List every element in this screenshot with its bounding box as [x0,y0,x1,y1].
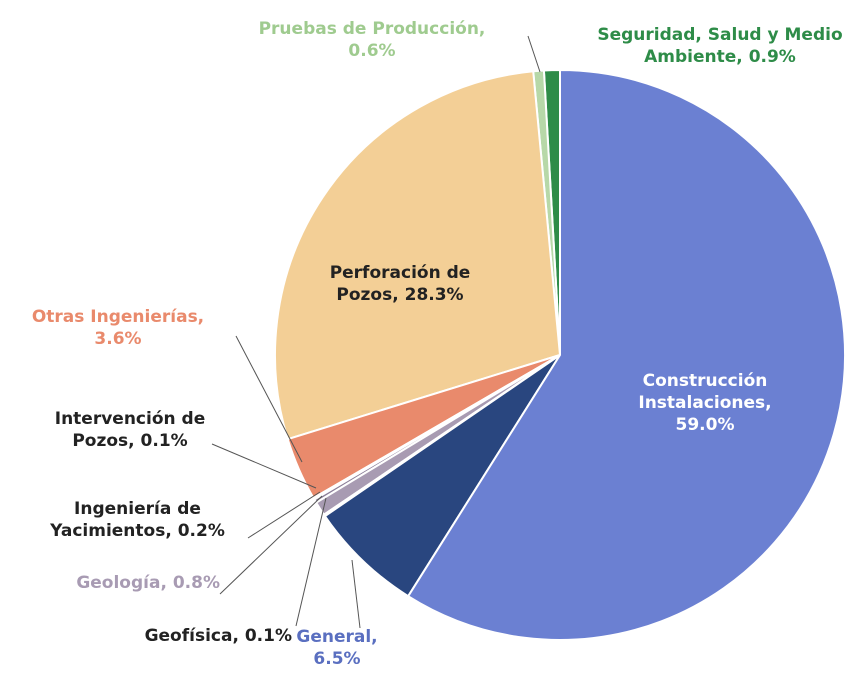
slice-label: Perforación de Pozos, 28.3% [300,262,500,306]
value-label: 28.3% [404,285,464,305]
leader-line [211,443,317,489]
value-label: 6.5% [313,649,361,669]
value-label: 59.0% [675,415,735,435]
leader-line [295,497,327,627]
value-label: 0.1% [244,626,292,646]
slice-label: Otras Ingenierías, 3.6% [0,306,236,350]
category-label: Otras Ingenierías, [31,307,205,327]
value-label: 0.6% [348,41,396,61]
value-label: 0.8% [172,573,220,593]
leader-line [527,35,541,73]
leader-line [219,495,323,595]
category-label: Geología, [76,573,167,593]
category-label: Seguridad, Salud y Medio Ambiente, [597,25,843,67]
slice-label: Intervención de Pozos, 0.1% [40,408,220,452]
category-label: General, [296,627,378,647]
slice-label: Ingeniería de Yacimientos, 0.2% [20,498,255,542]
pie-slice [406,68,846,641]
leader-line [235,335,303,463]
value-label: 0.2% [177,521,225,541]
pie-slice [323,354,561,598]
slice-label: Geofísica, 0.1% [92,625,292,647]
leader-line [351,559,361,629]
pie-slice [274,70,562,441]
category-label: Pruebas de Producción, [258,19,486,39]
slice-label: Pruebas de Producción, 0.6% [212,18,532,62]
category-label: Perforación de Pozos, [329,263,471,305]
value-label: 0.1% [140,431,188,451]
slice-label: General, 6.5% [282,626,392,670]
category-label: Intervención de Pozos, [54,409,206,451]
slice-label: Geología, 0.8% [20,572,220,594]
slice-label: Construcción Instalaciones, 59.0% [630,370,780,436]
slice-label: Seguridad, Salud y Medio Ambiente, 0.9% [570,24,862,68]
leader-line [247,491,321,539]
value-label: 0.9% [748,47,796,67]
value-label: 3.6% [94,329,142,349]
category-label: Geofísica, [144,626,239,646]
category-label: Ingeniería de Yacimientos, [50,499,201,541]
category-label: Construcción Instalaciones, [638,371,772,413]
